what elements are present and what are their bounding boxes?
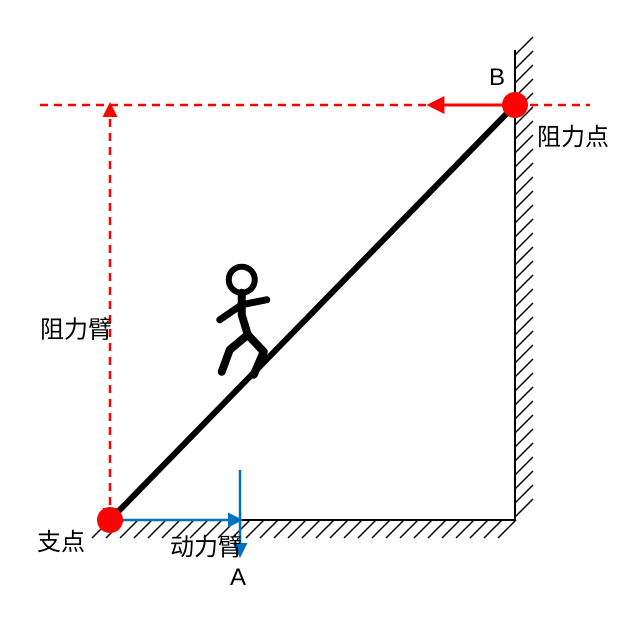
label-effort-arm: 动力臂 bbox=[170, 534, 242, 561]
label-B: B bbox=[489, 64, 505, 91]
person-icon bbox=[220, 267, 267, 375]
resistance-point-dot bbox=[502, 92, 528, 118]
label-resistance-arm: 阻力臂 bbox=[40, 317, 112, 344]
label-fulcrum: 支点 bbox=[37, 529, 85, 556]
physics-lever-diagram: B 阻力点 阻力臂 支点 动力臂 A bbox=[0, 0, 625, 620]
label-A: A bbox=[230, 564, 246, 591]
fulcrum-dot bbox=[97, 507, 123, 533]
label-resistance-point: 阻力点 bbox=[537, 124, 609, 151]
floor bbox=[92, 520, 516, 538]
ladder-lever bbox=[110, 105, 515, 520]
